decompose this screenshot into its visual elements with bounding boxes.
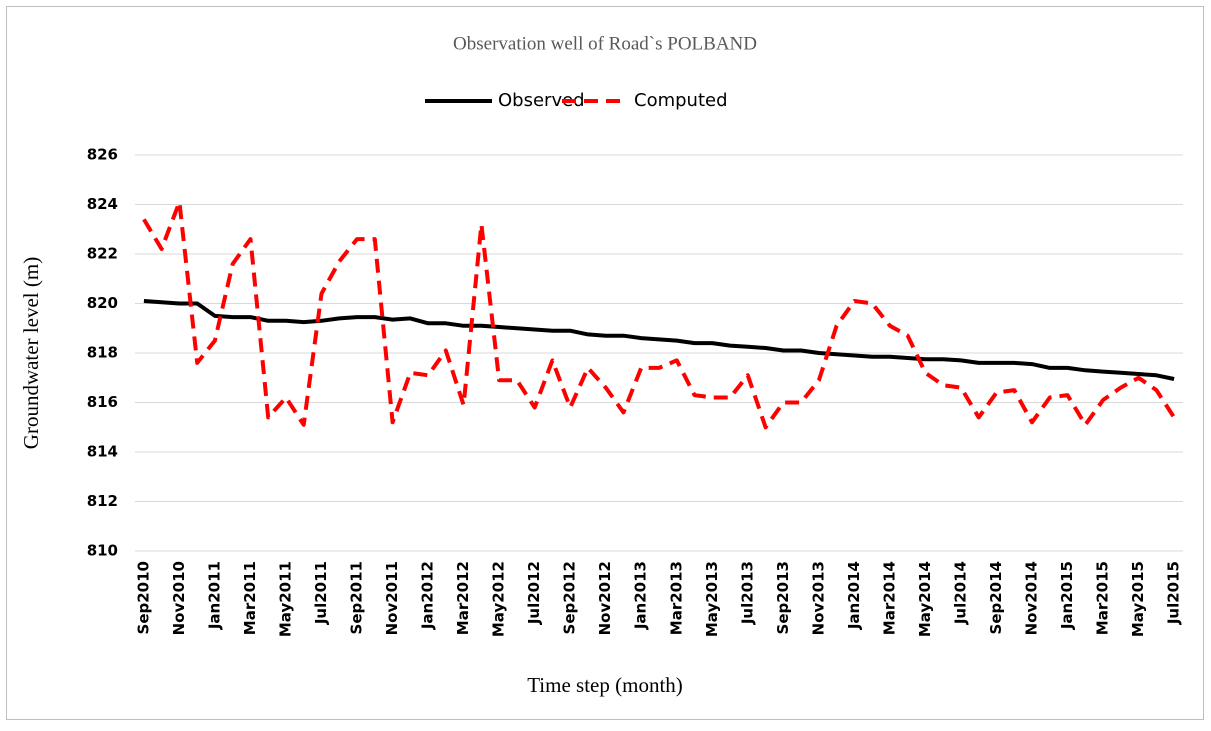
x-tick-label: Jul2014 xyxy=(951,561,969,625)
y-tick-label: 814 xyxy=(87,443,118,461)
x-tick-label: Mar2013 xyxy=(667,561,685,635)
x-tick-label: Sep2012 xyxy=(561,561,579,634)
legend-label: Observed xyxy=(498,90,585,111)
x-tick-label: Nov2010 xyxy=(170,561,188,635)
x-tick-label: Sep2010 xyxy=(134,561,152,634)
y-tick-label: 824 xyxy=(87,195,118,213)
x-tick-label: May2011 xyxy=(276,561,294,637)
x-tick-label: Mar2014 xyxy=(880,561,898,635)
y-tick-label: 826 xyxy=(87,146,118,164)
x-tick-label: Jul2011 xyxy=(312,561,330,625)
y-tick-label: 812 xyxy=(87,492,118,510)
y-tick-label: 822 xyxy=(87,245,118,263)
x-tick-label: Nov2013 xyxy=(809,561,827,635)
x-tick-label: Nov2012 xyxy=(596,561,614,635)
x-tick-label: Jan2014 xyxy=(845,561,863,630)
x-tick-label: Sep2014 xyxy=(987,561,1005,634)
y-tick-label: 820 xyxy=(87,294,118,312)
x-tick-label: Sep2011 xyxy=(348,561,366,634)
series-line xyxy=(142,200,1176,430)
x-tick-label: May2012 xyxy=(490,561,508,637)
chart-title: Observation well of Road`s POLBAND xyxy=(453,33,757,54)
series-line xyxy=(143,299,1175,381)
x-tick-label: May2015 xyxy=(1129,561,1147,637)
y-axis-title: Groundwater level (m) xyxy=(19,257,43,449)
x-tick-label: Nov2014 xyxy=(1023,561,1041,635)
x-tick-label: Mar2012 xyxy=(454,561,472,635)
y-tick-label: 816 xyxy=(87,393,118,411)
x-tick-label: Jan2012 xyxy=(419,561,437,630)
legend-label: Computed xyxy=(634,90,728,111)
x-tick-label: Nov2011 xyxy=(383,561,401,635)
x-tick-label: Mar2015 xyxy=(1094,561,1112,635)
x-tick-label: Jan2015 xyxy=(1058,561,1076,630)
x-tick-label: Mar2011 xyxy=(241,561,259,635)
x-tick-label: Sep2013 xyxy=(774,561,792,634)
x-axis-title: Time step (month) xyxy=(527,673,683,697)
x-tick-label: Jul2013 xyxy=(738,561,756,625)
y-tick-label: 810 xyxy=(87,542,118,560)
y-tick-label: 818 xyxy=(87,344,118,362)
x-tick-label: Jul2015 xyxy=(1165,561,1183,625)
x-tick-label: Jan2013 xyxy=(632,561,650,630)
x-tick-label: May2014 xyxy=(916,561,934,637)
x-tick-label: Jul2012 xyxy=(525,561,543,625)
x-tick-label: Jan2011 xyxy=(205,561,223,630)
x-tick-label: May2013 xyxy=(703,561,721,637)
